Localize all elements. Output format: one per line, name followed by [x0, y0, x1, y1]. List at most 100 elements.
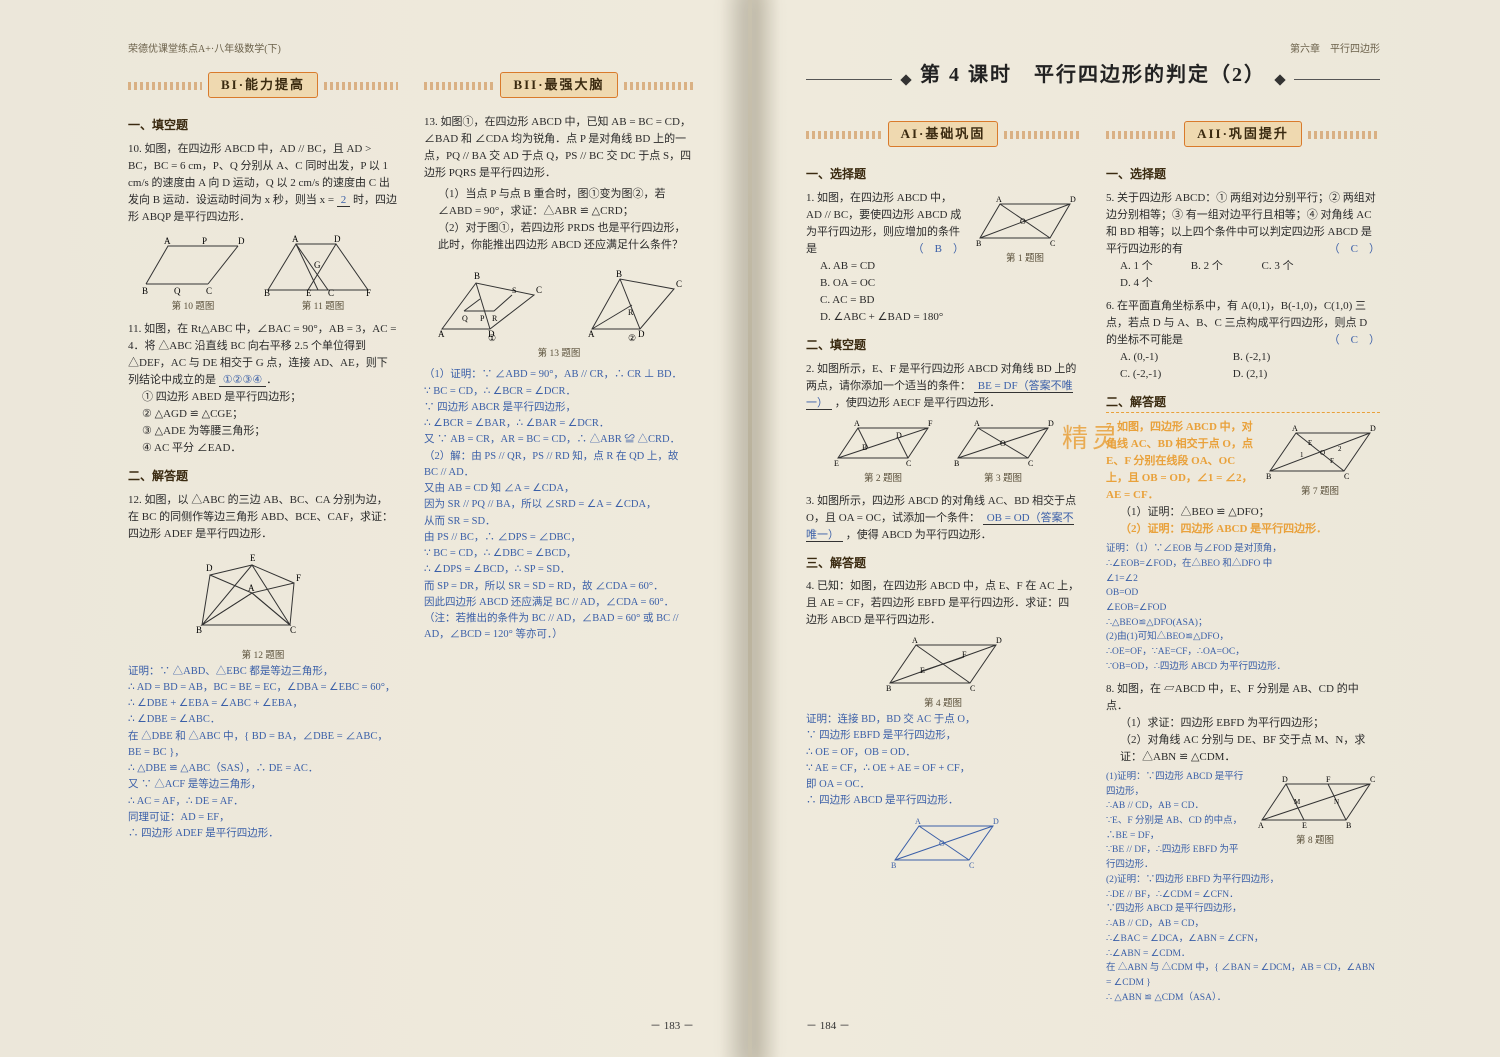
- a1-sec3: 三、解答题: [806, 554, 1080, 573]
- p7-3: OB=OD: [1106, 586, 1380, 601]
- p13-0: （1）证明：∵ ∠ABD = 90°，AB // CR，∴ CR ⊥ BD．: [424, 367, 694, 383]
- running-head-left: 荣德优课堂练点A+·八年级数学(下): [128, 42, 281, 58]
- q11-o3: ③ △ADE 为等腰三角形；: [142, 423, 398, 440]
- q6-oC: C. (-2,-1): [1120, 366, 1230, 383]
- p13-8: 从而 SR = SD．: [424, 514, 694, 530]
- p7-8: ∵OB=OD，∴四边形 ABCD 为平行四边形．: [1106, 660, 1380, 675]
- fig-10: APD BQC: [138, 234, 248, 298]
- pill-b1: BI·能力提高: [208, 72, 318, 98]
- svg-text:B: B: [142, 286, 148, 296]
- q1-ans: （ B ）: [913, 241, 964, 258]
- a1-sec2: 二、填空题: [806, 336, 1080, 355]
- svg-text:C: C: [1344, 472, 1349, 481]
- svg-text:D: D: [638, 329, 645, 339]
- fig13-cap: 第 13 题图: [424, 347, 694, 362]
- svg-text:E: E: [834, 459, 839, 468]
- p13-14: （注：若推出的条件为 BC // AD，∠BAD = 60° 或 BC // A…: [424, 611, 694, 644]
- svg-text:C: C: [676, 279, 682, 289]
- svg-text:A: A: [1292, 424, 1298, 433]
- p4-3: ∵ AE = CF，∴ OE + AE = OF + CF，: [806, 761, 1080, 777]
- right-col-a2: 精灵 AII·巩固提升 一、选择题 5. 关于四边形 ABCD：① 两组对边分别…: [1106, 107, 1380, 1005]
- svg-text:C: C: [906, 459, 911, 468]
- p13-5: （2）解：由 PS // QR，PS // RD 知，点 R 在 QD 上，故 …: [424, 449, 694, 482]
- q5-oD: D. 4 个: [1120, 275, 1188, 292]
- p4-4: 即 OA = OC．: [806, 777, 1080, 793]
- q11: 11. 如图，在 Rt△ABC 中，∠BAC = 90°，AB = 3，AC =…: [128, 321, 398, 457]
- q1-oC: C. AC = BD: [820, 292, 1080, 309]
- diamond-icon: [900, 74, 911, 85]
- svg-text:O: O: [939, 839, 945, 848]
- svg-text:O: O: [1000, 439, 1006, 448]
- p13-2: ∵ 四边形 ABCR 是平行四边形，: [424, 400, 694, 416]
- svg-text:C: C: [206, 286, 212, 296]
- svg-text:A: A: [974, 419, 980, 428]
- svg-text:E: E: [920, 666, 925, 675]
- svg-text:Q: Q: [462, 314, 468, 323]
- p12-3: ∴ ∠DBE = ∠ABC．: [128, 712, 398, 728]
- q7-s2: （2）证明：四边形 ABCD 是平行四边形．: [1106, 521, 1380, 538]
- fig-13b: AB RD C ②: [584, 265, 684, 343]
- book-spread: 荣德优课堂练点A+·八年级数学(下) BI·能力提高 一、填空题 10. 如图，…: [0, 0, 1500, 1057]
- p13-1: ∵ BC = CD，∴ ∠BCR = ∠DCR．: [424, 384, 694, 400]
- q13-s1: （1）当点 P 与点 B 重合时，图①变为图②，若 ∠ABD = 90°，求证：…: [424, 186, 694, 220]
- q5: 5. 关于四边形 ABCD：① 两组对边分别平行；② 两组对边分别相等；③ 有一…: [1106, 190, 1380, 292]
- svg-text:1: 1: [1300, 451, 1304, 459]
- p12-6: 又 ∵ △ACF 是等边三角形，: [128, 777, 398, 793]
- lesson-title: 第 4 课时 平行四边形的判定（2）: [920, 60, 1266, 91]
- svg-text:O: O: [1020, 217, 1026, 226]
- right-col-a1: AI·基础巩固 一、选择题 AD BOC 第 1 题图 1. 如图，在四边形 A…: [806, 107, 1080, 1005]
- q8-text: 8. 如图，在 ▱ABCD 中，E、F 分别是 AB、CD 的中点．: [1106, 683, 1359, 712]
- a2-sec1: 一、选择题: [1106, 165, 1380, 184]
- running-head-right: 第六章 平行四边形: [1290, 42, 1380, 58]
- q10-ans: 2: [337, 194, 351, 207]
- p7-5: ∴△BEO≌△DFO(ASA)；: [1106, 616, 1380, 631]
- p13-4: 又 ∵ AB = CR，AR = BC = CD，∴ △ABR ≌ △CRD．: [424, 432, 694, 448]
- a2-sec2: 二、解答题: [1106, 393, 1380, 413]
- svg-text:R: R: [492, 314, 498, 323]
- svg-text:A: A: [292, 234, 299, 244]
- svg-text:E: E: [1302, 821, 1307, 830]
- svg-text:A: A: [588, 329, 595, 339]
- svg-text:B: B: [976, 239, 981, 248]
- svg-text:2: 2: [1338, 445, 1342, 453]
- p13-11: ∴ ∠DPS = ∠BCD，∴ SP = SD．: [424, 562, 694, 578]
- a1-sec1: 一、选择题: [806, 165, 1080, 184]
- p13-12: 而 SP = DR，所以 SR = SD = RD，故 ∠CDA = 60°．: [424, 579, 694, 595]
- left-col-1: BI·能力提高 一、填空题 10. 如图，在四边形 ABCD 中，AD // B…: [128, 58, 398, 842]
- page-num-right: － 184 －: [806, 1018, 850, 1035]
- svg-text:B: B: [474, 271, 480, 281]
- svg-text:A: A: [164, 236, 171, 246]
- svg-text:F: F: [366, 288, 371, 298]
- p12-4: 在 △DBE 和 △ABC 中，{ BD = BA，∠DBE = ∠ABC，BE…: [128, 729, 398, 762]
- svg-text:A: A: [248, 583, 255, 593]
- svg-text:F: F: [296, 573, 301, 583]
- svg-text:B: B: [886, 684, 891, 693]
- svg-text:E: E: [1308, 439, 1312, 447]
- q5-oC: C. 3 个: [1262, 258, 1330, 275]
- svg-text:E: E: [306, 288, 312, 298]
- p4-0: 证明：连接 BD，BD 交 AC 于点 O，: [806, 712, 1080, 728]
- svg-text:A: A: [996, 195, 1002, 204]
- p7-1: ∴∠EOB=∠FOD，在△BEO 和△DFO 中: [1106, 557, 1380, 572]
- fig1-cap: 第 1 题图: [970, 252, 1080, 267]
- q3: 3. 如图所示，四边形 ABCD 的对角线 AC、BD 相交于点 O，且 OA …: [806, 493, 1080, 544]
- q4-proof: 证明：连接 BD，BD 交 AC 于点 O， ∵ 四边形 EBFD 是平行四边形…: [806, 712, 1080, 810]
- q7-text: 7. 如图，四边形 ABCD 中，对角线 AC、BD 相交于点 O，点 E、F …: [1106, 421, 1253, 501]
- p12-8: 同理可证：AD = EF，: [128, 810, 398, 826]
- svg-text:B: B: [616, 269, 622, 279]
- fig8-cap: 第 8 题图: [1250, 834, 1380, 849]
- svg-text:D: D: [206, 563, 213, 573]
- p7-4: ∠EOB=∠FOD: [1106, 601, 1380, 616]
- q3-t2: ，使得 ABCD 为平行四边形．: [846, 529, 992, 541]
- svg-text:B: B: [1346, 821, 1351, 830]
- q10-text: 10. 如图，在四边形 ABCD 中，AD // BC，且 AD > BC，BC…: [128, 143, 390, 206]
- q6-ans: （ C ）: [1329, 332, 1380, 349]
- svg-text:P: P: [480, 314, 485, 323]
- q1-oB: B. OA = OC: [820, 275, 1080, 292]
- fig-8: DFC MN AEB: [1250, 772, 1380, 832]
- q2-t2: ，使四边形 AECF 是平行四边形．: [835, 397, 1001, 409]
- fig-13a: AQ PR DS BC ①: [434, 265, 554, 343]
- fig-12: DEF ABC: [172, 547, 322, 647]
- svg-text:B: B: [862, 443, 867, 452]
- p8-5: ∴DE // BF，∴∠CDM = ∠CFN．: [1106, 888, 1380, 903]
